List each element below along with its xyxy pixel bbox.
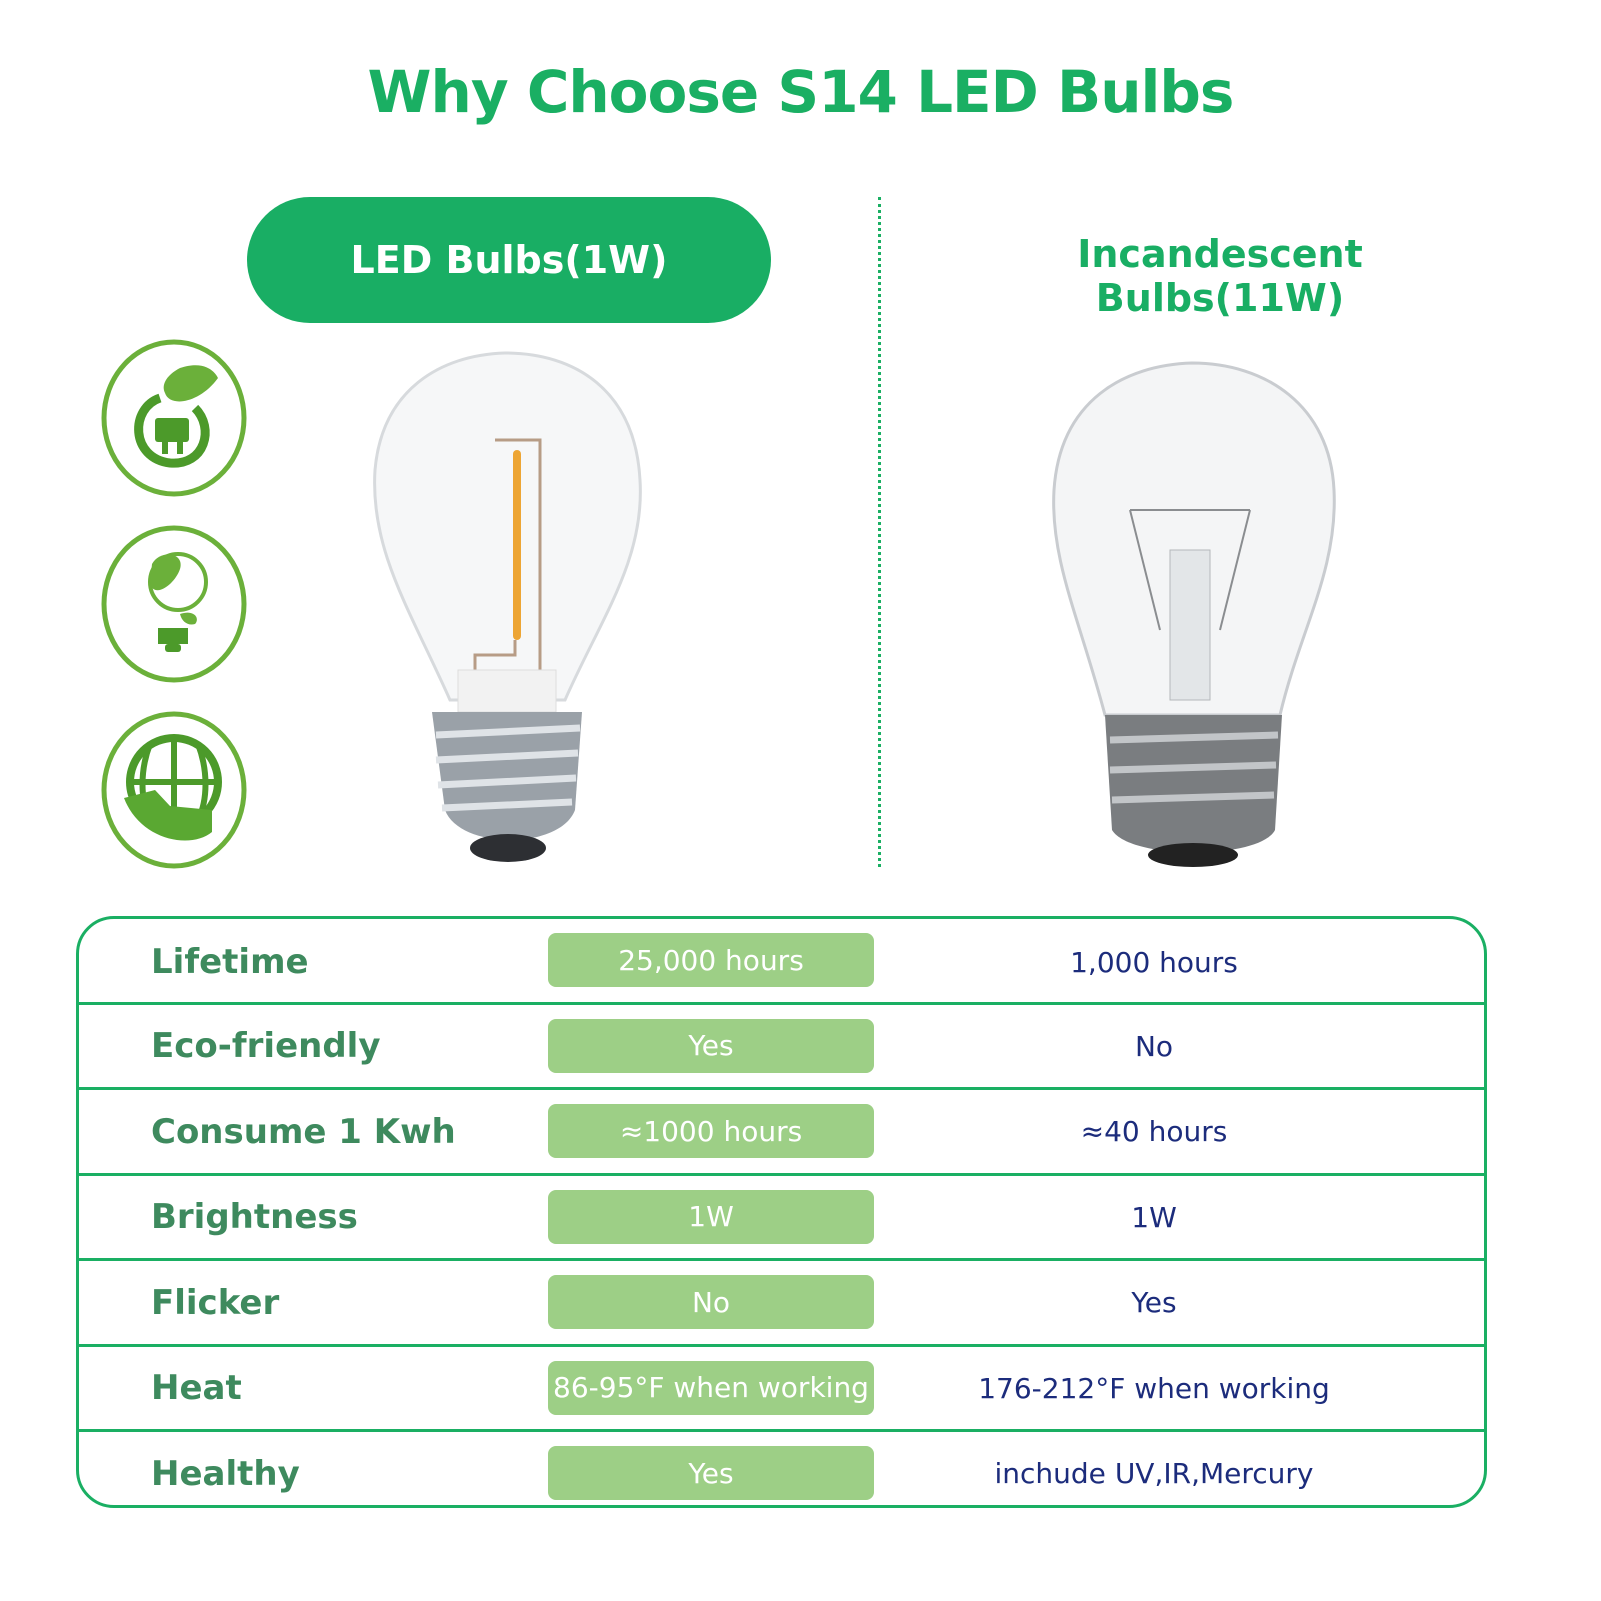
table-row: Eco-friendly Yes No	[79, 1001, 1484, 1088]
row-label: Consume 1 Kwh	[151, 1111, 456, 1152]
table-row: Consume 1 Kwh ≈1000 hours ≈40 hours	[79, 1087, 1484, 1173]
page-title: Why Choose S14 LED Bulbs	[367, 58, 1235, 126]
led-value: Yes	[548, 1446, 874, 1500]
table-row: Heat 86-95°F when working 176-212°F when…	[79, 1343, 1484, 1430]
incandescent-value: 176-212°F when working	[978, 1371, 1330, 1405]
incandescent-value: inchude UV,IR,Mercury	[994, 1457, 1314, 1490]
row-label: Brightness	[151, 1197, 358, 1237]
incandescent-bulbs-header: Incandescent Bulbs(11W)	[1077, 232, 1363, 320]
leaf-plug-icon	[101, 339, 247, 497]
row-label: Flicker	[151, 1282, 280, 1323]
row-label: Eco-friendly	[151, 1026, 381, 1066]
incandescent-value: No	[1134, 1029, 1174, 1063]
led-bulbs-header: LED Bulbs(1W)	[247, 197, 771, 323]
table-row: Brightness 1W 1W	[79, 1172, 1484, 1259]
comparison-table: Lifetime 25,000 hours 1,000 hours Eco-fri…	[76, 916, 1487, 1508]
led-value: 25,000 hours	[548, 933, 874, 987]
row-label: Lifetime	[151, 942, 309, 982]
led-value: No	[548, 1275, 874, 1329]
eco-bulb-icon	[101, 525, 247, 683]
column-divider	[878, 197, 881, 867]
table-row: Healthy Yes inchude UV,IR,Mercury	[79, 1429, 1484, 1505]
incandescent-value: ≈40 hours	[1080, 1115, 1228, 1148]
row-label: Heat	[151, 1368, 242, 1408]
led-bulb-image	[373, 351, 642, 862]
row-label: Healthy	[151, 1453, 300, 1494]
incandescent-value: 1W	[1131, 1200, 1177, 1234]
globe-hand-icon	[101, 711, 247, 869]
led-value: 1W	[548, 1189, 874, 1244]
table-row: Flicker No Yes	[79, 1258, 1484, 1344]
table-row: Lifetime 25,000 hours 1,000 hours	[79, 919, 1484, 1005]
led-value: 86-95°F when working	[548, 1360, 874, 1415]
led-value: Yes	[548, 1018, 874, 1073]
incandescent-value: 1,000 hours	[1070, 945, 1238, 979]
incandescent-bulb-image	[1052, 361, 1336, 867]
incandescent-value: Yes	[1131, 1286, 1177, 1319]
led-value: ≈1000 hours	[548, 1104, 874, 1158]
